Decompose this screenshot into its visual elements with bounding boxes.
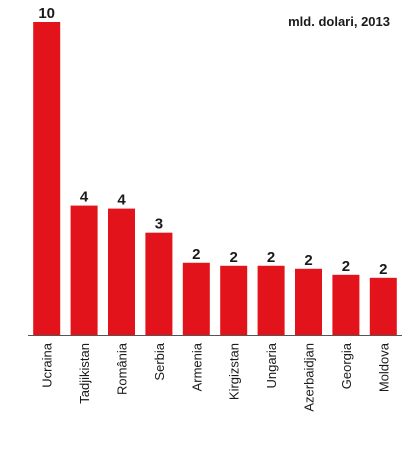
x-tick-label: Georgia [339,342,354,389]
bar [220,265,248,335]
value-label: 4 [80,189,89,206]
value-label: 2 [267,249,275,266]
x-tick-label: România [115,342,130,395]
bar [33,22,61,335]
bar [145,232,173,335]
x-tick-label: Ungaria [264,342,279,388]
x-tick-label: Ucraina [40,342,55,388]
x-tick-label: Azerbaidjan [302,343,317,412]
x-tick-label: Moldova [376,342,391,392]
bar [295,268,322,335]
x-tick-label: Armenia [189,342,204,391]
value-label: 2 [230,249,238,266]
bar [182,262,210,335]
bar [332,274,360,335]
chart-title: mld. dolari, 2013 [288,14,390,29]
x-tick-label: Tadjikistan [77,343,92,404]
bar [108,208,135,335]
x-tick-label: Kirgizstan [227,343,242,400]
value-label: 2 [192,246,200,263]
value-label: 4 [117,192,126,209]
value-label: 10 [38,5,55,22]
value-label: 2 [342,258,350,275]
bar [369,277,397,335]
x-tick-label: Serbia [152,342,167,380]
bar [257,265,285,335]
bar [70,205,98,335]
value-label: 2 [304,252,312,269]
value-label: 2 [379,261,387,278]
value-label: 3 [155,216,163,233]
